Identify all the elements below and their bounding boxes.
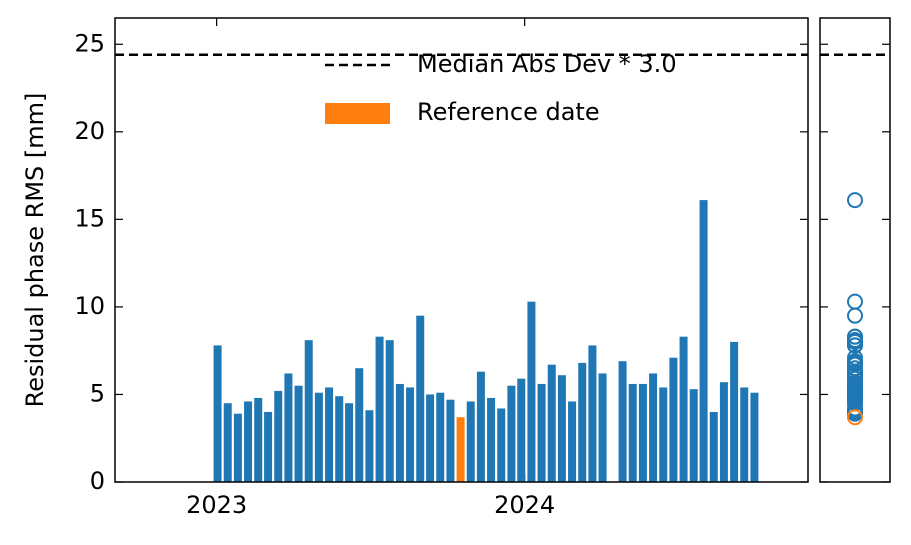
bar [294, 385, 303, 482]
bar [284, 373, 293, 482]
bar [436, 392, 445, 482]
bar [274, 390, 283, 482]
strip-point [847, 333, 863, 350]
bar [730, 341, 739, 482]
bar [304, 340, 313, 482]
bar [314, 392, 323, 482]
bar [254, 397, 263, 482]
bar [487, 397, 496, 482]
bar [709, 411, 718, 482]
bar [719, 382, 728, 482]
legend-label: Reference date [417, 98, 600, 126]
bar [618, 361, 627, 482]
bar [649, 373, 658, 482]
strip-point [847, 307, 863, 324]
bar [557, 375, 566, 482]
y-tick-label: 25 [74, 29, 105, 57]
bar [669, 357, 678, 482]
bar [507, 385, 516, 482]
bar [679, 336, 688, 482]
bar [446, 399, 455, 482]
strip-point [847, 379, 863, 396]
bar [537, 383, 546, 482]
plot-frame [114, 17, 809, 483]
x-tick-label: 2024 [494, 491, 555, 519]
strip-point [847, 409, 863, 426]
bar [527, 301, 536, 482]
strip-point [847, 403, 863, 420]
bar [628, 383, 637, 482]
y-tick-label: 15 [74, 204, 105, 232]
bar [699, 200, 708, 482]
strip-point [847, 293, 863, 310]
y-tick-label: 5 [90, 379, 105, 407]
bar [335, 396, 344, 482]
y-axis-label: Residual phase RMS [mm] [21, 93, 49, 408]
bar [355, 368, 364, 482]
y-tick-label: 10 [74, 292, 105, 320]
bar [365, 410, 374, 482]
x-tick-label: 2023 [186, 491, 247, 519]
bar [223, 403, 232, 482]
bar [659, 387, 668, 482]
bar [598, 373, 607, 482]
strip-point [847, 328, 863, 345]
strip-point [847, 192, 863, 209]
bar [517, 378, 526, 482]
legend-swatch [325, 103, 390, 124]
bar [547, 364, 556, 482]
y-tick-label: 0 [90, 467, 105, 495]
bar [395, 383, 404, 482]
bar [213, 345, 222, 482]
bar [385, 340, 394, 482]
bar [750, 392, 759, 482]
bar [740, 387, 749, 482]
bar [689, 389, 698, 482]
side-frame [819, 17, 891, 483]
bar [244, 401, 253, 482]
bar [578, 362, 587, 482]
bar [426, 394, 435, 482]
y-tick-label: 20 [74, 117, 105, 145]
bar [233, 413, 242, 482]
bar [375, 336, 384, 482]
strip-point [847, 384, 863, 401]
bar [416, 315, 425, 482]
bar [406, 387, 415, 482]
bar [497, 408, 506, 482]
bar [588, 345, 597, 482]
strip-point [847, 349, 863, 366]
legend-label: Median Abs Dev * 3.0 [417, 50, 677, 78]
bar [466, 401, 475, 482]
bar [476, 371, 485, 482]
bar [325, 387, 334, 482]
bar [568, 401, 577, 482]
bar [345, 403, 354, 482]
bar [264, 411, 273, 482]
strip-point [847, 374, 863, 391]
bar [638, 383, 647, 482]
bar [456, 417, 465, 482]
